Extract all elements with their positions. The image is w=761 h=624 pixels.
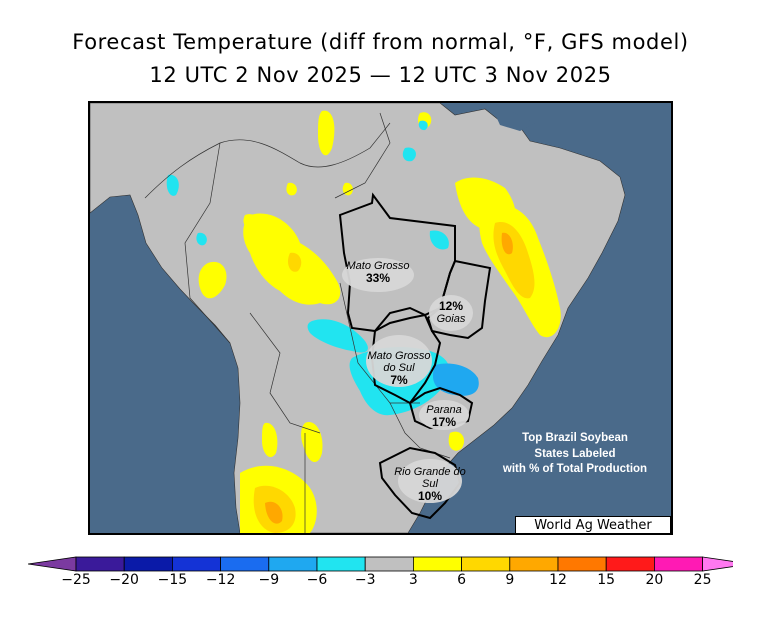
scale-label: 3 (408, 572, 418, 588)
parana-border (408, 386, 474, 430)
scale-label: 12 (549, 572, 567, 588)
state-label-parana: Parana 17% (426, 404, 462, 430)
scale-label: 6 (457, 572, 467, 588)
scale-swatch (220, 556, 270, 572)
scale-swatch (509, 556, 559, 572)
scale-swatch (268, 556, 318, 572)
scale-label: 25 (693, 572, 712, 588)
scale-swatch (171, 556, 221, 572)
scale-swatch (412, 556, 462, 572)
scale-label: 20 (645, 572, 664, 588)
scale-label: −3 (354, 572, 376, 588)
state-label-mato-grosso: Mato Grosso 33% (346, 260, 410, 286)
credit-label: World Ag Weather (515, 516, 671, 533)
map-graphic (90, 103, 626, 533)
rio-grande-do-sul-border (378, 446, 462, 520)
scale-swatch (654, 556, 704, 572)
state-borders (338, 192, 492, 520)
soybean-annotation: Top Brazil Soybean States Labeled with %… (502, 432, 648, 476)
map-title: Forecast Temperature (diff from normal, … (72, 30, 689, 54)
scale-label: −9 (258, 572, 280, 588)
temperature-map: Mato Grosso 33% 12% Goias Mato Grosso do… (88, 101, 673, 535)
scale-arrow-low (28, 556, 77, 572)
label-backgrounds (342, 258, 473, 503)
scale-label: −20 (109, 572, 139, 588)
state-label-goias: 12% Goias (436, 299, 466, 326)
scale-label: −15 (157, 572, 188, 588)
scale-swatch (605, 556, 655, 572)
scale-swatch (461, 556, 511, 572)
scale-swatch (364, 556, 414, 572)
scale-label: 15 (597, 572, 616, 588)
scale-label: −12 (205, 572, 236, 588)
scale-label: −6 (306, 572, 328, 588)
mato-grosso-do-sul-border (370, 313, 442, 405)
color-scale-bar (28, 556, 733, 572)
warm-anomalies (198, 110, 561, 533)
map-subtitle: 12 UTC 2 Nov 2025 — 12 UTC 3 Nov 2025 (149, 63, 612, 87)
state-label-mato-grosso-do-sul: Mato Grosso do Sul 7% (367, 350, 431, 388)
scale-swatch (557, 556, 607, 572)
scale-label: 9 (505, 572, 515, 588)
scale-swatch (316, 556, 366, 572)
scale-swatch (123, 556, 173, 572)
state-label-rio-grande-do-sul: Rio Grande do Sul 10% (394, 466, 466, 504)
scale-swatch (75, 556, 125, 572)
scale-arrow-high (702, 556, 733, 572)
scale-label: −25 (61, 572, 91, 588)
